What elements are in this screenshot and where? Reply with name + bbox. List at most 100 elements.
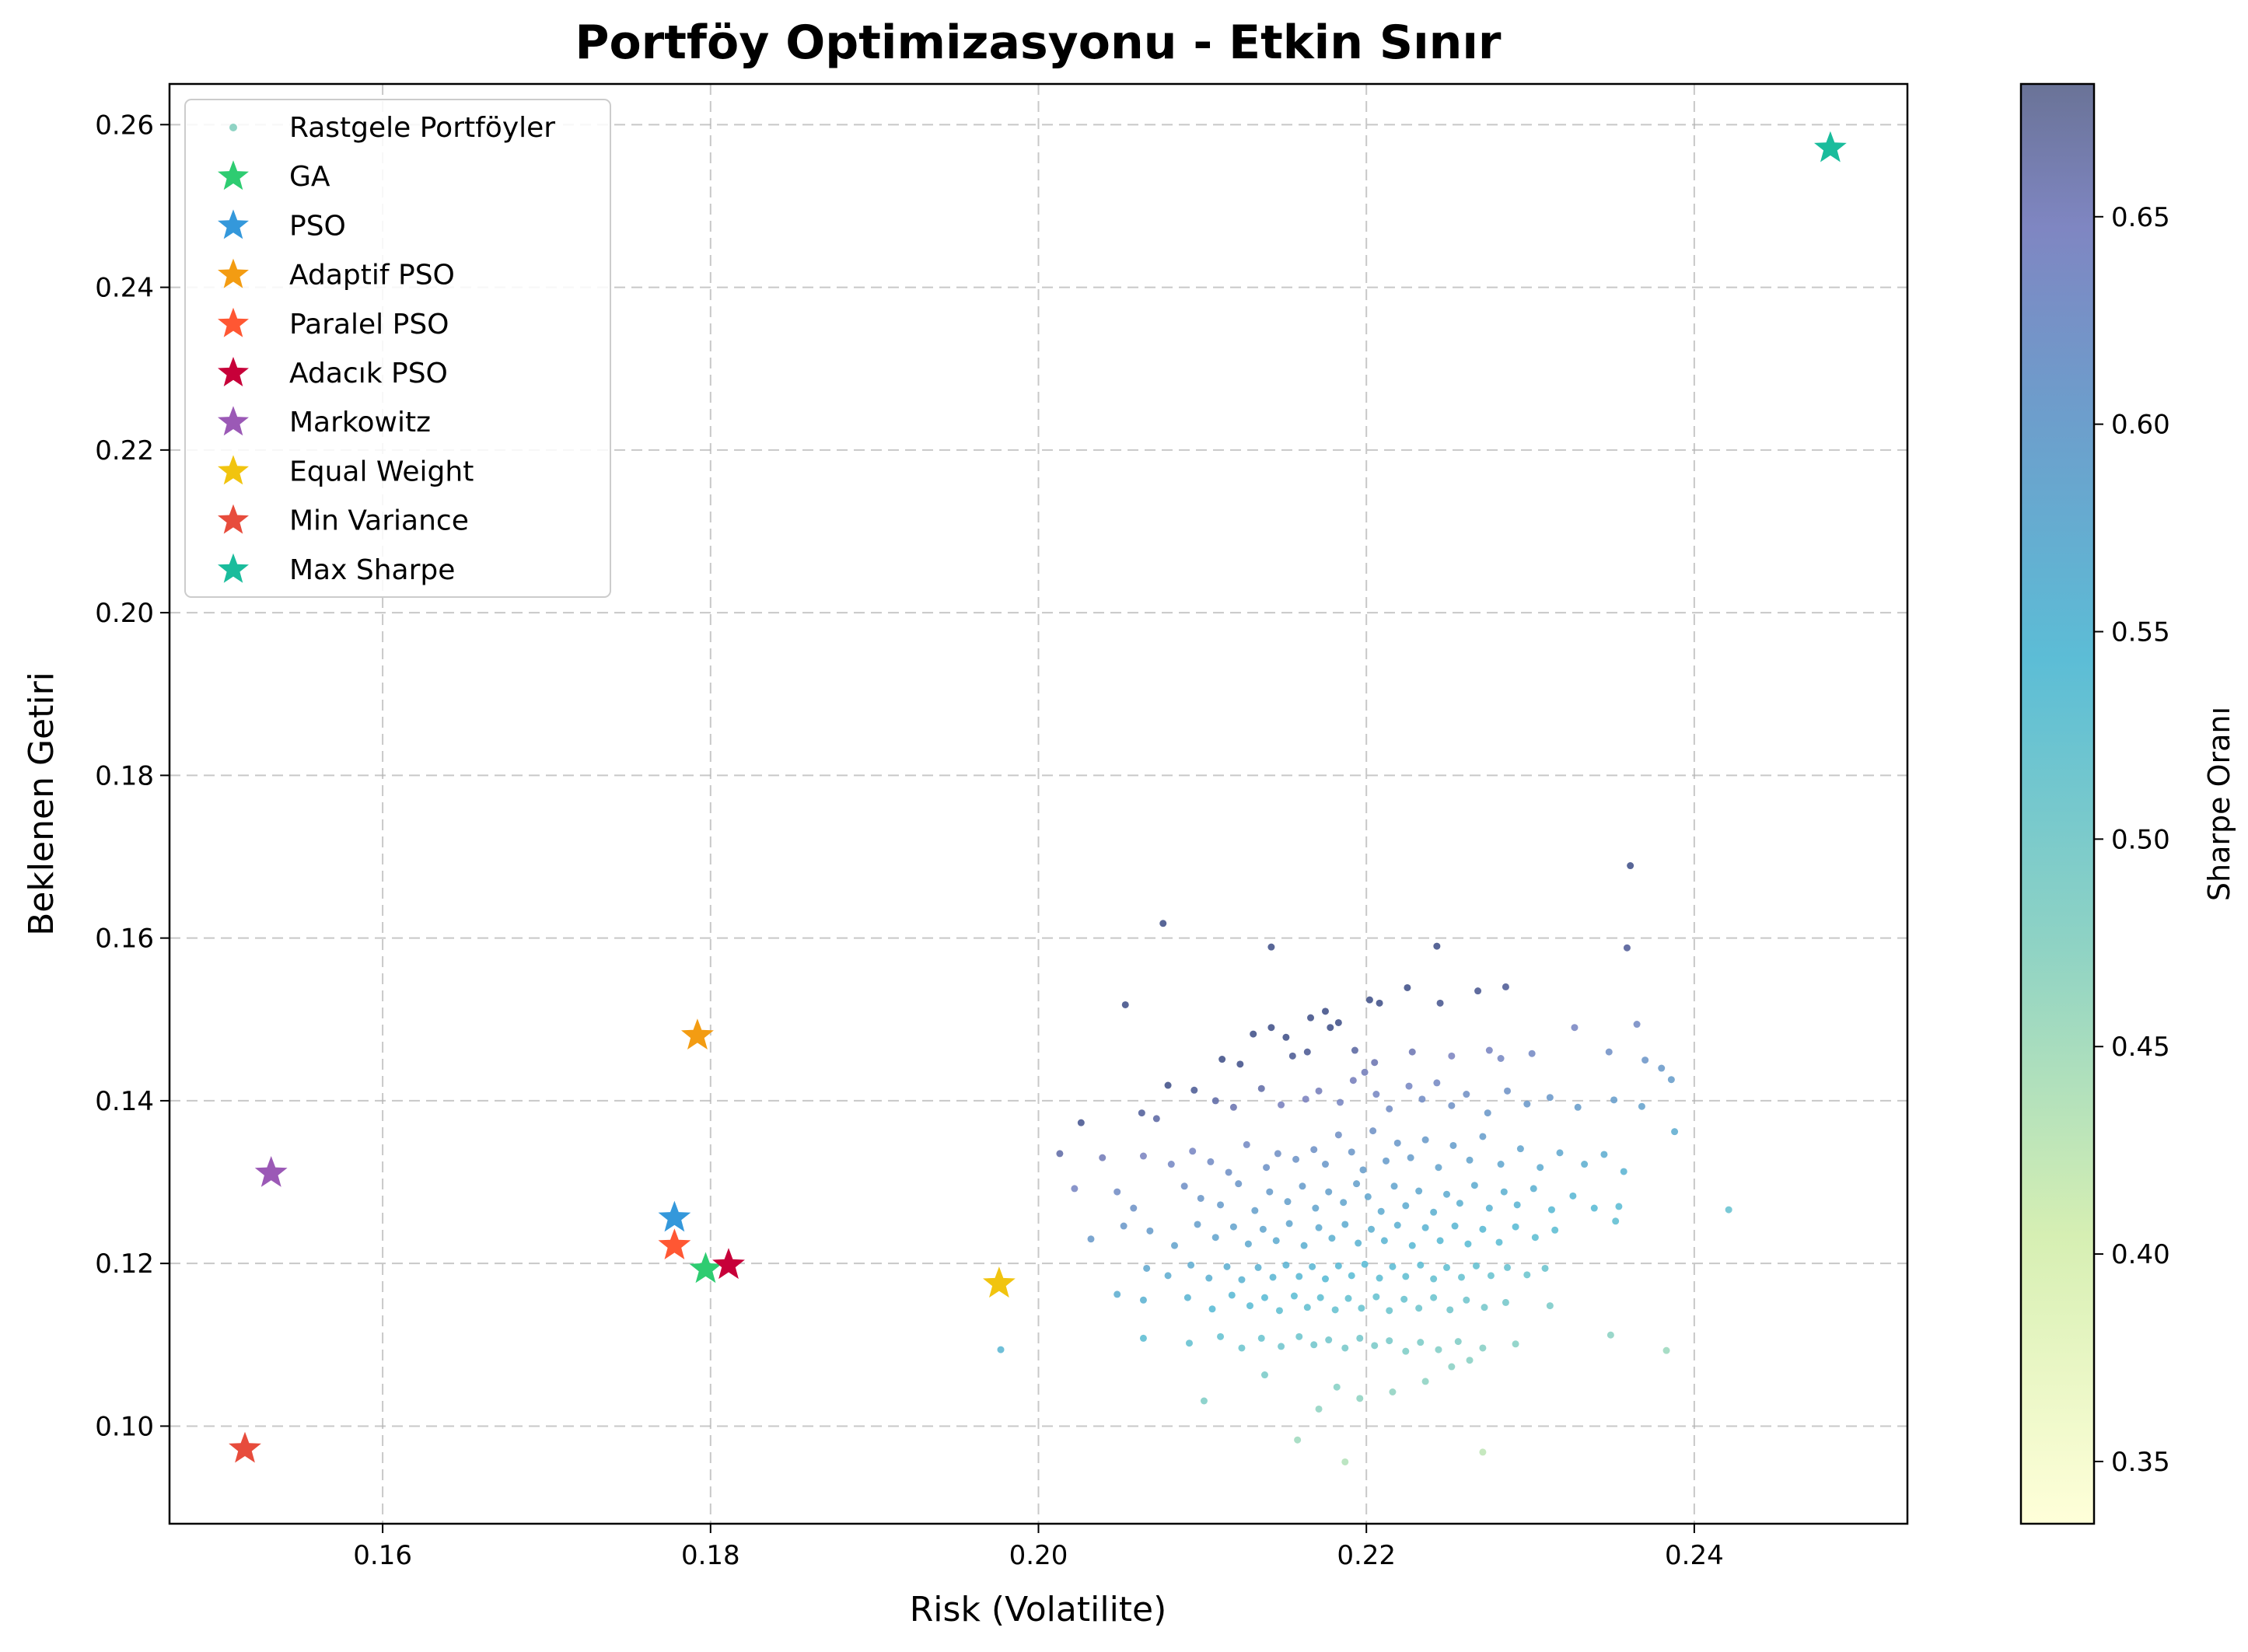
y-tick-label: 0.14 <box>95 1086 154 1117</box>
random-portfolio-point <box>1218 1056 1226 1063</box>
legend-marker-adaptif-pso <box>218 258 249 288</box>
random-portfolio-point <box>1402 1202 1410 1210</box>
random-portfolio-point <box>1497 1055 1505 1063</box>
random-portfolio-point <box>1341 1458 1349 1465</box>
random-portfolio-point <box>1404 983 1411 991</box>
random-portfolio-point <box>1269 1273 1277 1281</box>
y-tick-label: 0.12 <box>95 1249 154 1280</box>
random-portfolio-point <box>1537 1164 1544 1172</box>
random-portfolio-point <box>1077 1119 1085 1126</box>
y-tick-label: 0.26 <box>95 110 154 141</box>
colorbar-tick-label: 0.55 <box>2111 617 2170 648</box>
random-portfolio-point <box>1400 1295 1408 1303</box>
random-portfolio-point <box>1415 1187 1423 1195</box>
random-portfolio-point <box>1087 1235 1095 1243</box>
y-tick-label: 0.10 <box>95 1411 154 1442</box>
random-portfolio-point <box>1528 1050 1536 1057</box>
random-portfolio-point <box>1211 1234 1219 1242</box>
random-portfolio-point <box>1341 1221 1349 1228</box>
random-portfolio-point <box>1284 1198 1292 1206</box>
random-portfolio-point <box>1309 1263 1316 1270</box>
random-portfolio-point <box>1407 1154 1414 1161</box>
random-portfolio-point <box>1502 1298 1509 1306</box>
random-portfolio-point <box>1257 1084 1265 1092</box>
random-portfolio-point <box>1228 1291 1236 1299</box>
random-portfolio-point <box>1383 1157 1390 1165</box>
random-portfolio-point <box>1386 1105 1393 1112</box>
random-portfolio-point <box>1327 1024 1334 1032</box>
random-portfolio-point <box>1295 1273 1303 1280</box>
random-portfolio-point <box>1315 1224 1323 1231</box>
random-portfolio-point <box>1466 1156 1474 1164</box>
random-portfolio-point <box>1430 1275 1438 1283</box>
random-portfolio-point <box>1143 1264 1151 1272</box>
random-portfolio-point <box>1321 1008 1329 1015</box>
portfolio-star-pso <box>658 1200 691 1232</box>
random-portfolio-point <box>1466 1357 1474 1364</box>
legend-marker-ga <box>218 160 249 190</box>
random-portfolio-point <box>1574 1103 1582 1111</box>
random-portfolio-point <box>1211 1097 1219 1105</box>
random-portfolio-point <box>1371 1342 1379 1350</box>
y-axis-ticks: 0.10 0.12 0.14 0.16 0.18 0.20 0.22 0.24 0.26 <box>95 110 170 1442</box>
legend-label: GA <box>289 161 330 193</box>
legend-marker-equal-weight <box>218 455 249 485</box>
random-portfolio-point <box>1405 1082 1413 1090</box>
random-portfolio-point <box>1114 1188 1121 1196</box>
x-tick-label: 0.20 <box>1009 1540 1068 1571</box>
random-portfolio-point <box>1479 1344 1487 1352</box>
random-portfolio-point <box>1299 1182 1306 1190</box>
random-portfolio-point <box>997 1346 1005 1353</box>
random-portfolio-point <box>1386 1337 1393 1345</box>
legend-label: Equal Weight <box>289 456 474 487</box>
random-portfolio-point <box>1344 1294 1352 1302</box>
random-portfolio-point <box>1340 1199 1348 1207</box>
legend-label: Max Sharpe <box>289 554 455 586</box>
random-portfolio-point <box>1225 1168 1232 1176</box>
named-portfolios <box>229 131 1847 1463</box>
chart-title: Portföy Optimizasyonu - Etkin Sınır <box>575 16 1501 70</box>
random-portfolio-point <box>1581 1161 1589 1168</box>
random-portfolio-point <box>1321 1161 1329 1168</box>
random-portfolio-point <box>1376 999 1383 1007</box>
legend-marker-min-variance <box>218 504 249 534</box>
random-portfolio-point <box>1377 1207 1385 1215</box>
random-portfolio-point <box>1454 1338 1462 1346</box>
random-portfolio-point <box>1369 1127 1377 1135</box>
random-portfolio-point <box>1197 1194 1204 1202</box>
random-portfolio-point <box>1502 983 1509 990</box>
random-portfolio-point <box>1321 1275 1329 1283</box>
legend-marker-markowitz <box>218 406 249 436</box>
portfolio-star-min-variance <box>229 1431 261 1463</box>
random-portfolio-point <box>1278 1343 1285 1350</box>
random-portfolio-point <box>1295 1332 1303 1340</box>
legend-label: Adacık PSO <box>289 358 448 389</box>
random-portfolio-point <box>1547 1206 1555 1214</box>
random-portfolio-point <box>1417 1339 1425 1346</box>
random-portfolio-point <box>1187 1261 1195 1269</box>
random-portfolio-point <box>1331 1306 1339 1314</box>
random-portfolio-point <box>1451 1222 1459 1230</box>
random-portfolio-point <box>1658 1064 1666 1072</box>
random-portfolio-point <box>1282 1033 1290 1041</box>
legend-label: PSO <box>289 210 346 242</box>
random-portfolio-point <box>1254 1263 1262 1271</box>
random-portfolio-point <box>1474 987 1482 995</box>
random-portfolio-point <box>1372 1293 1380 1301</box>
random-portfolio-point <box>1217 1201 1225 1209</box>
random-portfolio-point <box>1171 1242 1179 1249</box>
random-portfolio-point <box>1479 1225 1487 1233</box>
random-portfolio-point <box>1380 1237 1388 1245</box>
portfolio-star-adaptif-pso <box>681 1018 714 1050</box>
random-portfolio-point <box>1435 1346 1442 1353</box>
random-portfolio-point <box>1421 1378 1429 1385</box>
random-portfolio-point <box>1481 1304 1488 1311</box>
legend-label: Markowitz <box>289 407 431 438</box>
random-portfolio-point <box>1364 1193 1372 1200</box>
random-portfolio-point <box>1205 1274 1213 1282</box>
random-portfolio-point <box>1217 1332 1225 1340</box>
random-portfolio-point <box>1463 1091 1470 1098</box>
y-axis-label: Beklenen Getiri <box>22 672 61 936</box>
random-portfolio-point <box>1590 1204 1598 1212</box>
